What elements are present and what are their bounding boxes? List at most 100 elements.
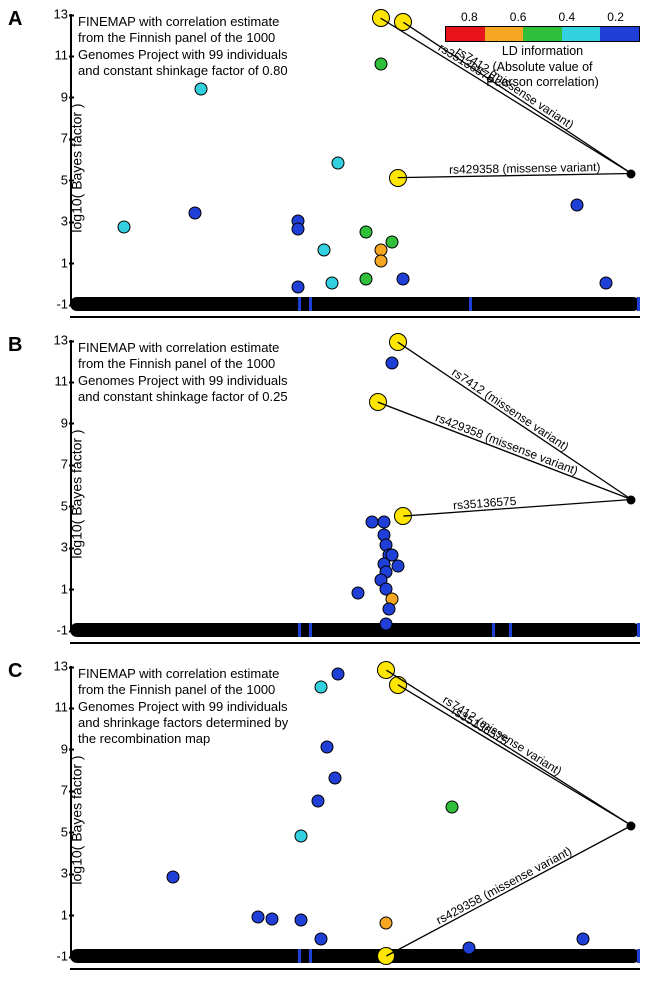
highlight-point [369,393,387,411]
panel-C: Clog10( Bayes factor )-1135791113FINEMAP… [8,660,648,980]
y-tick: 7 [46,131,68,146]
y-tick: 11 [46,374,68,389]
data-point [380,617,393,630]
highlight-point [394,507,412,525]
y-tick: -1 [46,297,68,312]
data-point [292,223,305,236]
y-tick: 5 [46,172,68,187]
legend-segment [446,27,485,41]
y-tick: 9 [46,741,68,756]
data-point [463,941,476,954]
baseline-band [70,297,640,311]
data-point [189,206,202,219]
baseline-band [70,949,640,963]
highlight-point [394,13,412,31]
highlight-point [389,333,407,351]
baseline-spark [637,297,640,311]
data-point [320,740,333,753]
y-tick: 1 [46,581,68,596]
baseline-spark [637,949,640,963]
legend-title: LD information [445,44,640,60]
data-point [571,198,584,211]
baseline-spark [469,297,472,311]
legend-colorbar [445,26,640,42]
y-tick: 9 [46,89,68,104]
y-tick: 9 [46,415,68,430]
y-tick: 3 [46,866,68,881]
y-tick: 11 [46,700,68,715]
x-axis-line [70,316,640,318]
baseline-spark [309,949,312,963]
panel-label: C [8,660,22,683]
legend-segment [485,27,524,41]
baseline-spark [298,623,301,637]
highlight-point [377,947,395,965]
data-point [292,281,305,294]
x-axis-line [70,968,640,970]
data-point [386,356,399,369]
panel-label: B [8,334,22,357]
data-point [326,277,339,290]
baseline-spark [298,949,301,963]
panel-B: Blog10( Bayes factor )-1135791113FINEMAP… [8,334,648,654]
panel-label: A [8,8,22,31]
y-tick: 5 [46,498,68,513]
data-point [118,221,131,234]
y-tick: 13 [46,659,68,674]
annotation-target-point [627,169,636,178]
data-point [397,273,410,286]
highlight-point [389,169,407,187]
ld-legend: 0.80.60.40.2LD information(Absolute valu… [445,10,640,91]
baseline-spark [509,623,512,637]
data-point [386,235,399,248]
data-point [314,680,327,693]
data-point [266,912,279,925]
baseline-spark [298,297,301,311]
x-axis-line [70,642,640,644]
data-point [329,771,342,784]
highlight-point [372,9,390,27]
annotation-target-point [627,495,636,504]
y-tick: -1 [46,949,68,964]
data-point [374,57,387,70]
data-point [351,586,364,599]
data-point [360,225,373,238]
baseline-spark [309,297,312,311]
y-tick: 3 [46,540,68,555]
data-point [377,516,390,529]
data-point [314,933,327,946]
y-tick: 11 [46,48,68,63]
data-point [445,800,458,813]
data-point [331,668,344,681]
data-point [374,254,387,267]
legend-segment [562,27,601,41]
panel-description: FINEMAP with correlation estimate from t… [78,666,288,747]
data-point [380,916,393,929]
data-point [391,559,404,572]
legend-tick: 0.4 [559,10,576,25]
annotation-target-point [627,821,636,830]
data-point [317,244,330,257]
y-tick: 13 [46,333,68,348]
data-point [577,933,590,946]
legend-tick: 0.2 [607,10,624,25]
data-point [294,829,307,842]
data-point [252,910,265,923]
data-point [331,157,344,170]
baseline-spark [637,623,640,637]
legend-tick: 0.6 [510,10,527,25]
y-tick: 1 [46,255,68,270]
baseline-spark [309,623,312,637]
y-tick: 7 [46,783,68,798]
figure-root: Alog10( Bayes factor )-1135791113FINEMAP… [8,8,654,980]
legend-segment [600,27,639,41]
legend-subtitle: (Absolute value of Pearson correlation) [445,60,640,91]
y-tick: 7 [46,457,68,472]
y-tick: 1 [46,907,68,922]
data-point [599,277,612,290]
data-point [294,913,307,926]
panel-description: FINEMAP with correlation estimate from t… [78,14,288,79]
y-tick: 5 [46,824,68,839]
baseline-spark [492,623,495,637]
y-tick: 3 [46,214,68,229]
